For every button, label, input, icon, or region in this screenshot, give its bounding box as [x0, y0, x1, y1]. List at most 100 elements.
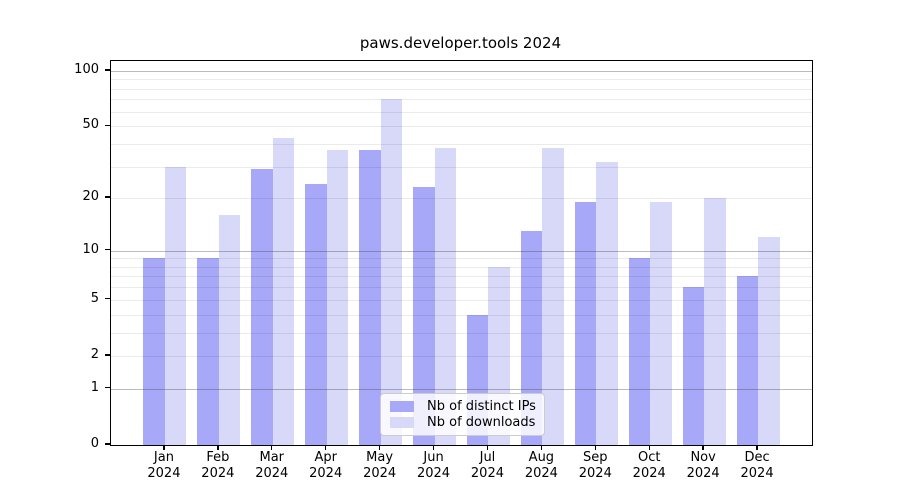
- x-tick-label: Mar 2024: [245, 450, 299, 482]
- x-tick-label: Sep 2024: [568, 450, 622, 482]
- x-tick-year: 2024: [363, 466, 397, 481]
- legend-item: Nb of downloads: [390, 415, 536, 432]
- x-tick-year: 2024: [470, 466, 504, 481]
- y-tick: [105, 387, 110, 389]
- x-tick-year: 2024: [416, 466, 451, 481]
- x-tick-month: Jun: [423, 450, 444, 465]
- y-tick: [105, 248, 110, 251]
- plot-inner: [111, 61, 812, 445]
- x-tick: [486, 445, 489, 450]
- y-tick-label: 2: [90, 346, 99, 362]
- y-tick-label: 0: [90, 436, 99, 451]
- x-tick-year: 2024: [524, 466, 558, 481]
- x-tick-year: 2024: [578, 466, 612, 481]
- bar-distinct-ips-feb: [197, 258, 219, 445]
- bar-downloads-oct: [650, 202, 672, 445]
- y-tick: [105, 443, 110, 445]
- x-tick-label: Dec 2024: [730, 450, 784, 482]
- bar-distinct-ips-jun: [412, 187, 435, 445]
- y-tick: [105, 298, 110, 300]
- x-tick-year: 2024: [309, 466, 343, 481]
- y-tick: [105, 124, 110, 126]
- x-tick: [163, 445, 165, 450]
- gridline-minor: [111, 88, 812, 90]
- bar-distinct-ips-nov: [682, 287, 705, 445]
- x-tick-month: Nov: [690, 450, 716, 465]
- x-tick: [432, 445, 435, 450]
- x-tick: [217, 445, 219, 450]
- x-tick-month: Apr: [314, 450, 337, 465]
- y-tick-label: 5: [90, 290, 99, 306]
- bar-distinct-ips-apr: [305, 184, 327, 445]
- y-tick: [105, 196, 110, 198]
- y-tick-label: 10: [82, 241, 99, 257]
- x-tick-year: 2024: [740, 466, 774, 481]
- y-tick: [105, 69, 110, 71]
- legend-item: Nb of distinct IPs: [390, 398, 536, 415]
- x-tick: [271, 445, 273, 450]
- bar-distinct-ips-dec: [736, 276, 759, 445]
- legend-item-label: Nb of distinct IPs: [427, 398, 536, 414]
- bar-downloads-aug: [542, 147, 564, 445]
- x-tick: [594, 445, 596, 450]
- x-tick-month: Jul: [479, 450, 496, 465]
- bar-downloads-mar: [272, 138, 295, 445]
- x-tick-label: Jan 2024: [137, 450, 191, 482]
- x-tick-month: May: [366, 450, 394, 465]
- x-tick-label: Jul 2024: [460, 450, 514, 482]
- bar-downloads-may: [380, 99, 403, 445]
- x-tick-month: Feb: [206, 450, 230, 465]
- legend-swatch-icon: [390, 417, 414, 429]
- bar-downloads-nov: [704, 198, 726, 445]
- x-tick-label: May 2024: [353, 450, 407, 482]
- gridline-minor: [111, 166, 812, 168]
- bar-distinct-ips-mar: [251, 169, 273, 445]
- bar-distinct-ips-jan: [143, 258, 165, 445]
- bar-downloads-sep: [596, 161, 618, 445]
- bar-downloads-apr: [326, 150, 349, 445]
- x-tick-label: Apr 2024: [299, 450, 353, 482]
- bar-downloads-dec: [758, 237, 780, 445]
- x-tick-label: Aug 2024: [514, 450, 568, 482]
- gridline-minor: [111, 126, 812, 128]
- x-tick-month: Jan: [153, 450, 174, 465]
- x-tick: [648, 445, 650, 450]
- x-tick-label: Oct 2024: [622, 450, 676, 482]
- y-tick-label: 50: [82, 117, 99, 133]
- x-tick-month: Mar: [259, 450, 285, 465]
- x-tick-month: Dec: [744, 450, 770, 465]
- x-tick: [702, 445, 704, 450]
- x-tick-label: Feb 2024: [191, 450, 245, 482]
- x-tick-year: 2024: [632, 466, 666, 481]
- bar-distinct-ips-sep: [574, 202, 597, 445]
- gridline-minor: [111, 99, 812, 101]
- x-tick-year: 2024: [255, 466, 289, 481]
- x-tick-month: Aug: [528, 450, 555, 465]
- bar-downloads-jan: [164, 166, 187, 445]
- x-tick-year: 2024: [686, 466, 720, 481]
- x-tick: [324, 445, 327, 450]
- gridline-minor: [111, 143, 812, 145]
- y-tick-label: 100: [74, 61, 99, 77]
- x-tick: [756, 445, 758, 450]
- gridline-major: [111, 70, 812, 72]
- plot-area: Nb of distinct IPs Nb of downloads: [110, 60, 813, 446]
- gridline-minor: [111, 111, 812, 113]
- y-tick-label: 20: [82, 189, 99, 205]
- bar-distinct-ips-may: [359, 150, 381, 445]
- legend: Nb of distinct IPs Nb of downloads: [380, 393, 545, 436]
- bar-downloads-jun: [434, 147, 457, 445]
- x-tick-month: Oct: [637, 450, 661, 465]
- legend-item-label: Nb of downloads: [427, 415, 536, 431]
- legend-swatch-icon: [390, 400, 414, 412]
- x-tick-year: 2024: [201, 466, 235, 481]
- x-tick-year: 2024: [147, 466, 181, 481]
- gridline-minor: [111, 79, 812, 81]
- bar-distinct-ips-oct: [628, 258, 651, 445]
- y-tick: [105, 354, 110, 356]
- y-tick-label: 1: [90, 379, 99, 395]
- x-tick: [378, 445, 381, 450]
- x-tick-month: Sep: [583, 450, 608, 465]
- x-tick-label: Nov 2024: [676, 450, 730, 482]
